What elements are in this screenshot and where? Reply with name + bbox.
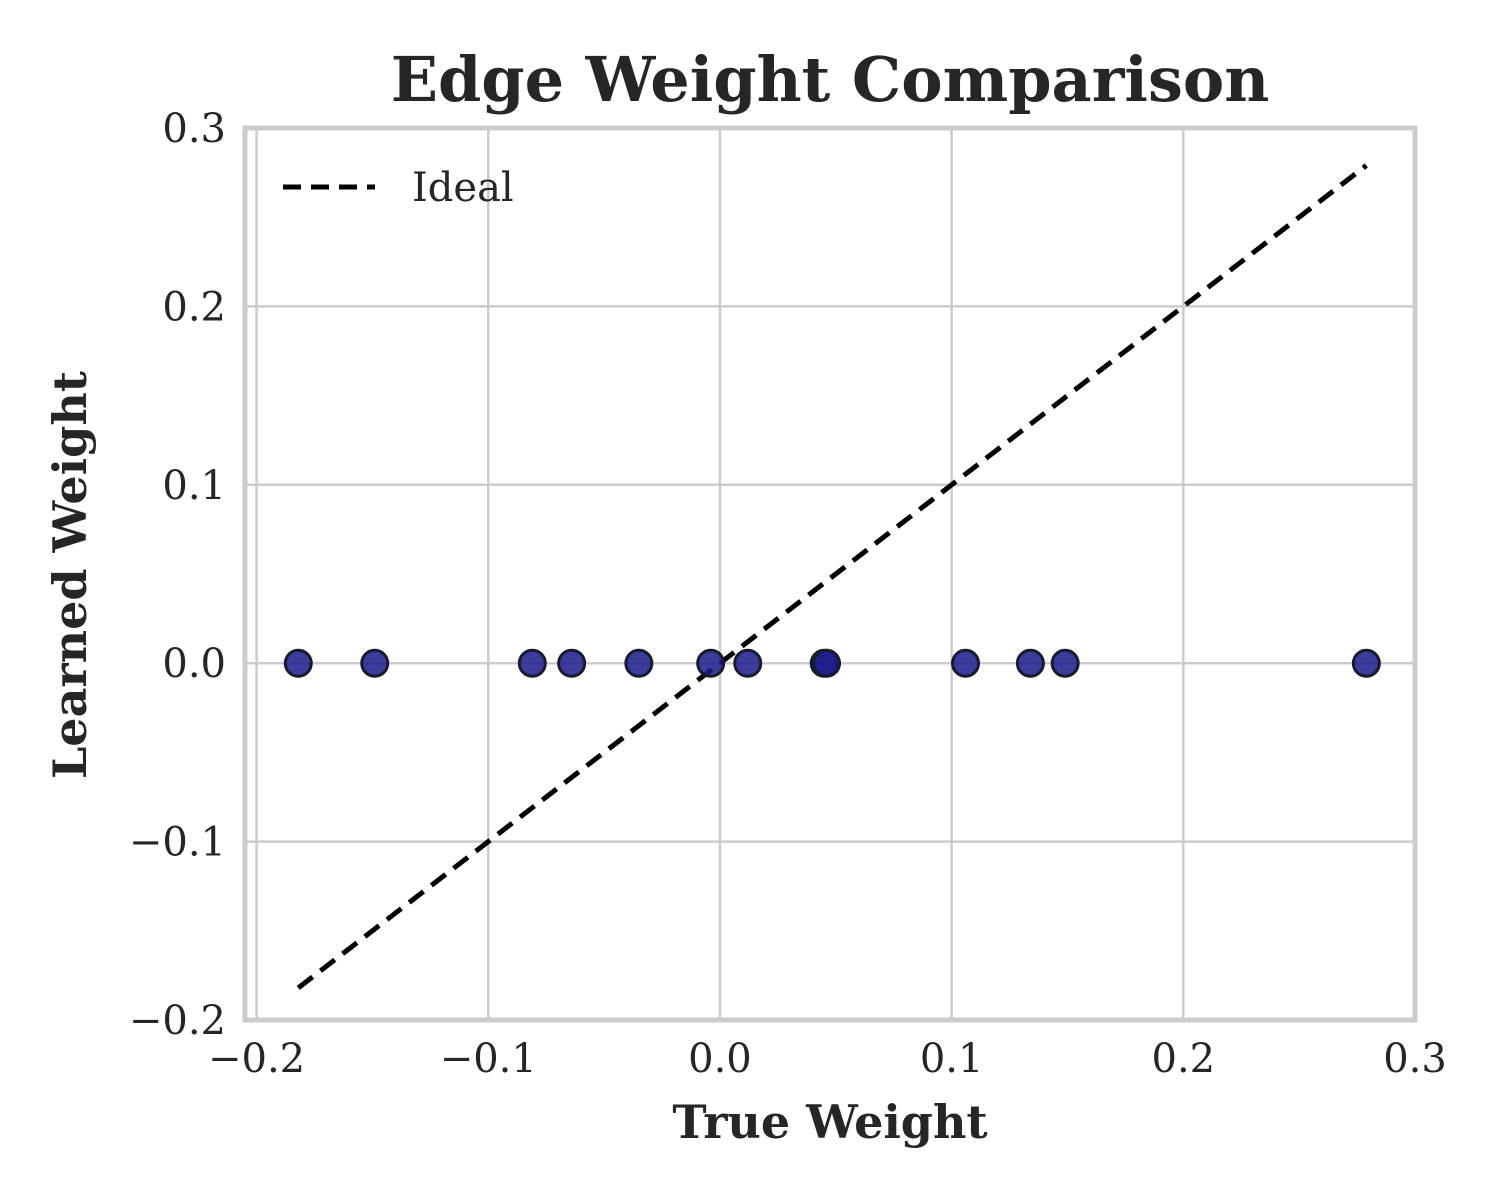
x-tick-label: 0.0 bbox=[688, 1036, 752, 1082]
y-tick-label: 0.1 bbox=[162, 463, 226, 509]
x-tick-label: 0.1 bbox=[920, 1036, 984, 1082]
x-tick-label: 0.3 bbox=[1383, 1036, 1447, 1082]
x-tick-labels: −0.2 −0.1 0.0 0.1 0.2 0.3 bbox=[208, 1036, 1447, 1082]
data-point bbox=[733, 648, 763, 678]
x-tick-label: −0.2 bbox=[208, 1036, 305, 1082]
y-tick-label: 0.3 bbox=[162, 106, 226, 152]
x-tick-label: 0.2 bbox=[1152, 1036, 1216, 1082]
data-point bbox=[696, 648, 726, 678]
x-tick-label: −0.1 bbox=[440, 1036, 537, 1082]
y-tick-label: −0.2 bbox=[129, 998, 226, 1044]
data-point bbox=[1351, 648, 1381, 678]
data-point bbox=[1015, 648, 1045, 678]
y-tick-label: 0.2 bbox=[162, 284, 226, 330]
data-point bbox=[557, 648, 587, 678]
grid bbox=[245, 128, 1415, 1020]
data-point bbox=[624, 648, 654, 678]
legend-label-ideal: Ideal bbox=[412, 165, 514, 211]
y-axis-label: Learned Weight bbox=[43, 370, 97, 779]
data-point bbox=[951, 648, 981, 678]
y-tick-labels: −0.2 −0.1 0.0 0.1 0.2 0.3 bbox=[129, 106, 226, 1044]
y-tick-label: 0.0 bbox=[162, 641, 226, 687]
plot-frame bbox=[242, 125, 1418, 1023]
ideal-line bbox=[296, 163, 1368, 990]
data-point bbox=[283, 648, 313, 678]
ideal-line-layer bbox=[296, 163, 1368, 990]
y-tick-label: −0.1 bbox=[129, 820, 226, 866]
chart-title: Edge Weight Comparison bbox=[391, 43, 1270, 116]
data-point bbox=[360, 648, 390, 678]
points-layer bbox=[283, 648, 1381, 678]
legend: Ideal bbox=[283, 165, 514, 211]
data-point bbox=[812, 648, 842, 678]
x-axis-label: True Weight bbox=[672, 1095, 988, 1149]
data-point bbox=[517, 648, 547, 678]
data-point bbox=[1050, 648, 1080, 678]
